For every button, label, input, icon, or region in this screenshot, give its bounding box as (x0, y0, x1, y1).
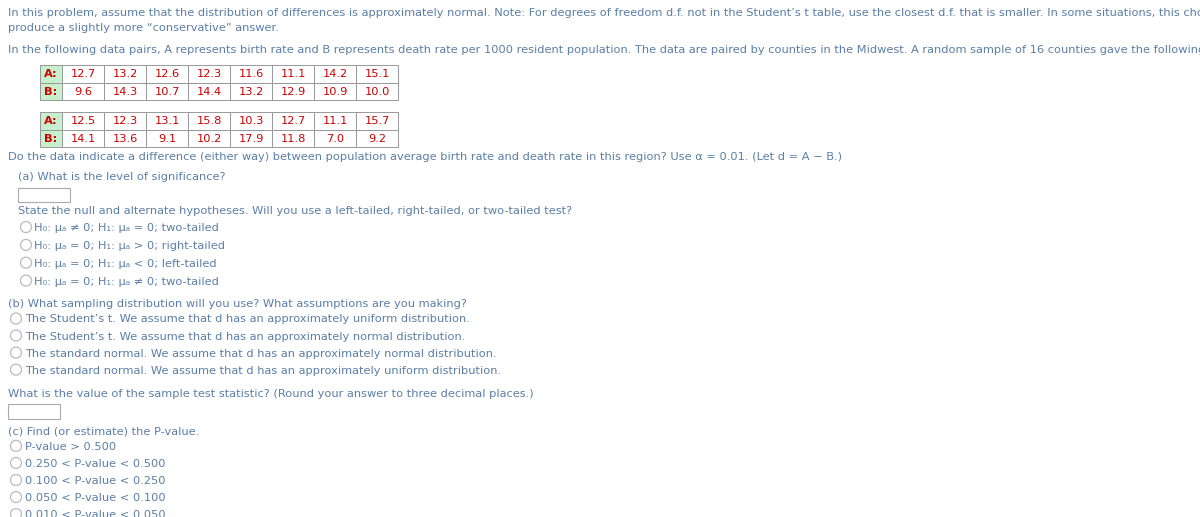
Text: 0.100 < P-value < 0.250: 0.100 < P-value < 0.250 (25, 476, 166, 486)
Text: (c) Find (or estimate) the P-value.: (c) Find (or estimate) the P-value. (8, 427, 199, 436)
Text: 12.3: 12.3 (113, 116, 138, 126)
FancyBboxPatch shape (230, 130, 272, 147)
Text: P-value > 0.500: P-value > 0.500 (25, 442, 116, 452)
FancyBboxPatch shape (230, 112, 272, 130)
Text: 11.6: 11.6 (239, 69, 264, 79)
FancyBboxPatch shape (314, 65, 356, 83)
Text: State the null and alternate hypotheses. Will you use a left-tailed, right-taile: State the null and alternate hypotheses.… (18, 206, 572, 216)
FancyBboxPatch shape (40, 130, 62, 147)
FancyBboxPatch shape (62, 130, 104, 147)
FancyBboxPatch shape (40, 112, 62, 130)
FancyBboxPatch shape (356, 65, 398, 83)
Text: 13.2: 13.2 (113, 69, 138, 79)
Text: 12.7: 12.7 (281, 116, 306, 126)
Text: 0.050 < P-value < 0.100: 0.050 < P-value < 0.100 (25, 493, 166, 503)
FancyBboxPatch shape (146, 65, 188, 83)
FancyBboxPatch shape (104, 83, 146, 100)
Text: H₀: μₐ = 0; H₁: μₐ ≠ 0; two-tailed: H₀: μₐ = 0; H₁: μₐ ≠ 0; two-tailed (34, 277, 218, 286)
Text: 14.1: 14.1 (71, 133, 96, 144)
Text: 12.7: 12.7 (71, 69, 96, 79)
Text: In this problem, assume that the distribution of differences is approximately no: In this problem, assume that the distrib… (8, 8, 1200, 18)
Text: 11.1: 11.1 (281, 69, 306, 79)
Text: (b) What sampling distribution will you use? What assumptions are you making?: (b) What sampling distribution will you … (8, 299, 467, 309)
FancyBboxPatch shape (188, 112, 230, 130)
FancyBboxPatch shape (40, 65, 62, 83)
FancyBboxPatch shape (146, 83, 188, 100)
Text: (a) What is the level of significance?: (a) What is the level of significance? (18, 173, 226, 183)
Text: 14.3: 14.3 (113, 87, 138, 97)
Text: 15.8: 15.8 (197, 116, 222, 126)
Text: 12.5: 12.5 (71, 116, 96, 126)
Text: 10.0: 10.0 (365, 87, 390, 97)
Text: Do the data indicate a difference (either way) between population average birth : Do the data indicate a difference (eithe… (8, 153, 842, 162)
FancyBboxPatch shape (62, 112, 104, 130)
FancyBboxPatch shape (104, 65, 146, 83)
Text: 0.010 < P-value < 0.050: 0.010 < P-value < 0.050 (25, 510, 166, 517)
Text: 17.9: 17.9 (239, 133, 264, 144)
FancyBboxPatch shape (146, 112, 188, 130)
FancyBboxPatch shape (272, 83, 314, 100)
FancyBboxPatch shape (104, 112, 146, 130)
FancyBboxPatch shape (314, 112, 356, 130)
Text: 15.1: 15.1 (365, 69, 390, 79)
Text: A:: A: (44, 69, 58, 79)
Text: 14.2: 14.2 (323, 69, 348, 79)
Text: H₀: μₐ ≠ 0; H₁: μₐ = 0; two-tailed: H₀: μₐ ≠ 0; H₁: μₐ = 0; two-tailed (34, 223, 218, 233)
FancyBboxPatch shape (188, 83, 230, 100)
Text: B:: B: (44, 87, 58, 97)
FancyBboxPatch shape (272, 112, 314, 130)
FancyBboxPatch shape (18, 188, 70, 203)
Text: 15.7: 15.7 (365, 116, 390, 126)
Text: H₀: μₐ = 0; H₁: μₐ < 0; left-tailed: H₀: μₐ = 0; H₁: μₐ < 0; left-tailed (34, 258, 217, 269)
FancyBboxPatch shape (272, 130, 314, 147)
FancyBboxPatch shape (314, 83, 356, 100)
Text: 9.1: 9.1 (158, 133, 176, 144)
Text: produce a slightly more “conservative” answer.: produce a slightly more “conservative” a… (8, 23, 278, 34)
FancyBboxPatch shape (356, 83, 398, 100)
Text: The standard normal. We assume that d has an approximately normal distribution.: The standard normal. We assume that d ha… (25, 348, 497, 359)
Text: H₀: μₐ = 0; H₁: μₐ > 0; right-tailed: H₀: μₐ = 0; H₁: μₐ > 0; right-tailed (34, 241, 226, 251)
Text: 11.1: 11.1 (323, 116, 348, 126)
Text: What is the value of the sample test statistic? (Round your answer to three deci: What is the value of the sample test sta… (8, 389, 534, 399)
Text: 12.3: 12.3 (197, 69, 222, 79)
FancyBboxPatch shape (8, 404, 60, 419)
FancyBboxPatch shape (40, 83, 62, 100)
Text: 10.3: 10.3 (239, 116, 264, 126)
Text: 13.2: 13.2 (239, 87, 264, 97)
Text: 0.250 < P-value < 0.500: 0.250 < P-value < 0.500 (25, 459, 166, 469)
FancyBboxPatch shape (230, 83, 272, 100)
Text: 11.8: 11.8 (281, 133, 306, 144)
Text: 9.6: 9.6 (74, 87, 92, 97)
Text: 12.9: 12.9 (281, 87, 306, 97)
Text: The Student’s t. We assume that d has an approximately uniform distribution.: The Student’s t. We assume that d has an… (25, 314, 470, 325)
Text: 10.2: 10.2 (197, 133, 222, 144)
FancyBboxPatch shape (188, 65, 230, 83)
FancyBboxPatch shape (104, 130, 146, 147)
Text: 14.4: 14.4 (197, 87, 222, 97)
Text: 12.6: 12.6 (155, 69, 180, 79)
Text: In the following data pairs, A represents birth rate and B represents death rate: In the following data pairs, A represent… (8, 45, 1200, 55)
FancyBboxPatch shape (356, 130, 398, 147)
FancyBboxPatch shape (356, 112, 398, 130)
Text: 7.0: 7.0 (326, 133, 344, 144)
Text: 9.2: 9.2 (368, 133, 386, 144)
Text: A:: A: (44, 116, 58, 126)
FancyBboxPatch shape (62, 83, 104, 100)
FancyBboxPatch shape (146, 130, 188, 147)
FancyBboxPatch shape (272, 65, 314, 83)
Text: B:: B: (44, 133, 58, 144)
FancyBboxPatch shape (188, 130, 230, 147)
Text: 13.1: 13.1 (155, 116, 180, 126)
Text: 10.9: 10.9 (323, 87, 348, 97)
Text: 10.7: 10.7 (155, 87, 180, 97)
FancyBboxPatch shape (314, 130, 356, 147)
FancyBboxPatch shape (230, 65, 272, 83)
Text: 13.6: 13.6 (113, 133, 138, 144)
Text: The standard normal. We assume that d has an approximately uniform distribution.: The standard normal. We assume that d ha… (25, 366, 502, 376)
FancyBboxPatch shape (62, 65, 104, 83)
Text: The Student’s t. We assume that d has an approximately normal distribution.: The Student’s t. We assume that d has an… (25, 331, 466, 342)
